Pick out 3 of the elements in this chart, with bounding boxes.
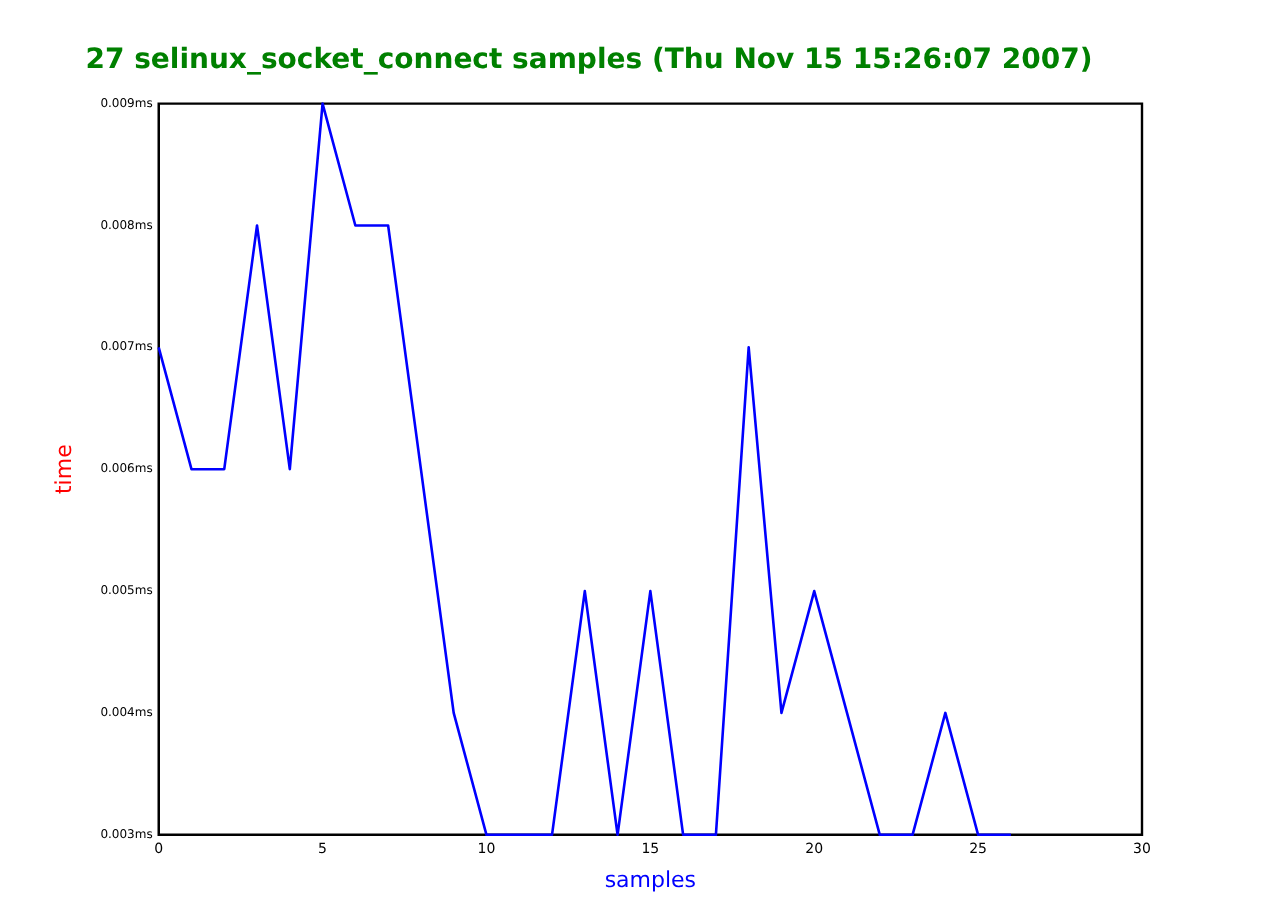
y-axis-title: time bbox=[50, 443, 77, 495]
chart-title: 27 selinux_socket_connect samples (Thu Nov 15 15:26:07 2007) bbox=[85, 44, 1093, 77]
x-axis-title: samples bbox=[604, 866, 697, 893]
